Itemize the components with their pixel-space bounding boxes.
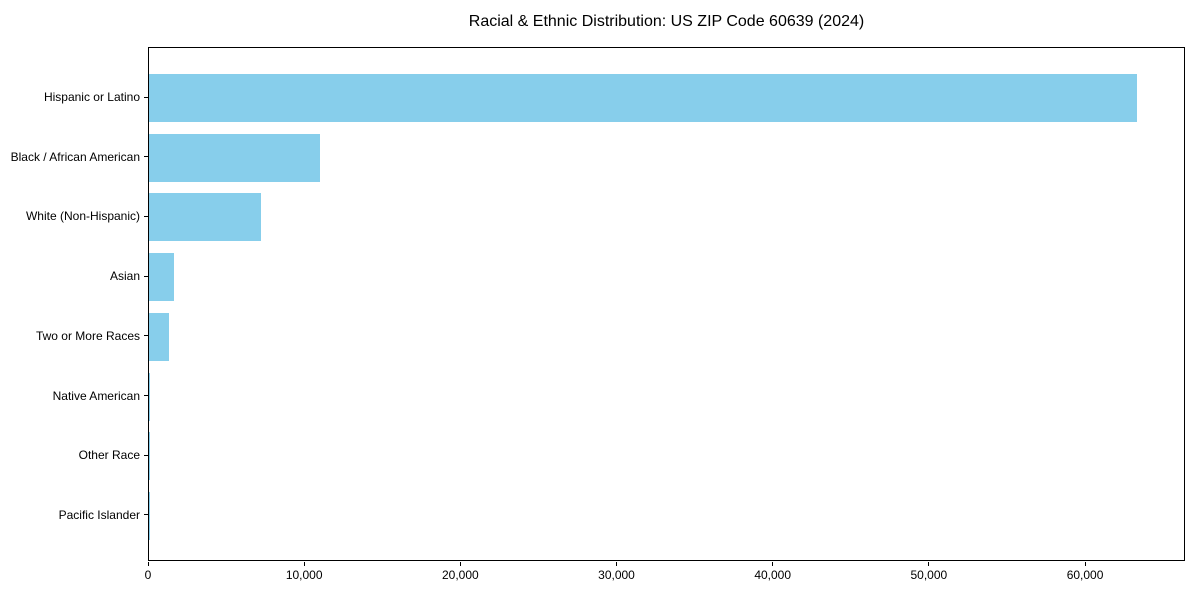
x-axis-tick-label: 40,000 <box>754 568 792 582</box>
x-axis-tick-label: 10,000 <box>285 568 323 582</box>
y-axis-label: Hispanic or Latino <box>43 90 140 104</box>
y-axis-tick <box>144 156 148 158</box>
bar <box>149 432 150 481</box>
x-axis-tick-label: 30,000 <box>598 568 635 582</box>
x-axis-tick-label: 50,000 <box>910 568 948 582</box>
y-axis-label: Asian <box>109 269 140 284</box>
y-axis-tick <box>144 215 148 217</box>
bar <box>149 193 261 242</box>
x-axis-tick <box>928 562 930 566</box>
y-axis-label: Two or More Races <box>35 328 140 343</box>
x-axis-tick-label: 20,000 <box>441 568 479 582</box>
plot-area <box>148 47 1185 561</box>
x-axis-tick-label: 60,000 <box>1066 568 1104 582</box>
y-axis-tick <box>144 514 148 516</box>
x-axis-tick <box>459 562 461 566</box>
x-axis-tick <box>772 562 774 566</box>
x-axis-tick <box>616 562 618 566</box>
y-axis-tick <box>144 454 148 456</box>
y-axis-label: Black / African American <box>10 149 140 164</box>
y-axis-label: White (Non-Hispanic) <box>25 209 140 224</box>
bar <box>149 372 150 421</box>
x-axis-tick <box>1084 562 1086 566</box>
y-axis-tick <box>144 335 148 337</box>
y-axis-tick <box>144 395 148 397</box>
chart-title: Racial & Ethnic Distribution: US ZIP Cod… <box>468 13 865 30</box>
x-axis-tick <box>147 562 149 566</box>
x-axis-tick-label: 0 <box>144 568 152 582</box>
y-axis-tick <box>144 275 148 277</box>
y-axis-label: Native American <box>52 388 140 403</box>
bar <box>149 74 1137 122</box>
bar <box>149 312 169 361</box>
bar <box>149 253 174 302</box>
bar <box>149 133 320 182</box>
x-axis-tick <box>303 562 305 566</box>
y-axis-label: Pacific Islander <box>58 507 140 522</box>
y-axis-label: Other Race <box>78 448 140 463</box>
y-axis-tick <box>144 96 148 98</box>
